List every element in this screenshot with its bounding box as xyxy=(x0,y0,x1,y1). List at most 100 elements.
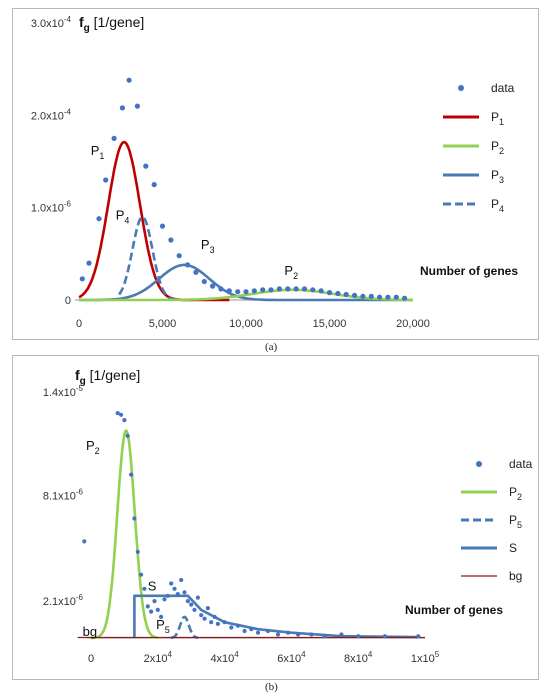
y-tick-label: 0 xyxy=(65,295,71,307)
annotation-p2: P2 xyxy=(284,263,298,281)
data-point xyxy=(301,286,308,292)
legend-label: data xyxy=(491,81,515,95)
data-point xyxy=(229,625,234,630)
data-point xyxy=(268,287,274,293)
data-point xyxy=(79,276,85,282)
x-tick-label: 4x104 xyxy=(210,650,239,665)
data-point xyxy=(185,262,191,268)
data-point xyxy=(296,632,301,637)
data-point xyxy=(260,287,266,293)
legend-item-p1: P1 xyxy=(443,110,504,127)
data-point xyxy=(139,572,144,577)
data-point xyxy=(192,607,197,612)
data-point xyxy=(175,592,180,597)
data-point xyxy=(179,577,184,583)
data-point xyxy=(119,105,125,111)
data-point xyxy=(402,295,408,301)
data-point xyxy=(242,628,247,634)
y-tick-label: 1.4x10-5 xyxy=(43,384,84,399)
annotation-s: S xyxy=(148,579,157,594)
legend-label: P5 xyxy=(509,513,522,530)
data-point xyxy=(96,216,102,222)
data-point xyxy=(111,135,117,141)
data-point xyxy=(209,620,214,625)
data-point xyxy=(255,630,261,635)
y-axis-label: fg [1/gene] xyxy=(79,14,144,34)
legend-item-data: data xyxy=(458,81,515,95)
data-point xyxy=(393,294,399,300)
data-point xyxy=(145,604,150,609)
data-point xyxy=(322,634,327,639)
data-point xyxy=(235,289,241,295)
data-point xyxy=(193,269,199,275)
x-axis-label: Number of genes xyxy=(405,603,503,617)
legend-label: data xyxy=(509,457,533,471)
annotation-p2: P2 xyxy=(86,438,100,456)
curve-p4 xyxy=(118,215,189,302)
data-point xyxy=(189,602,194,607)
data-point xyxy=(172,586,177,591)
data-point xyxy=(235,623,241,628)
curve-p3 xyxy=(79,263,413,302)
legend-item-p5: P5 xyxy=(461,513,522,530)
data-point xyxy=(339,632,344,637)
x-tick-label: 1x105 xyxy=(411,650,440,665)
legend-label: P2 xyxy=(491,139,504,156)
data-point xyxy=(142,586,147,591)
annotation-p5: P5 xyxy=(156,617,170,635)
data-point xyxy=(343,291,349,298)
data-point xyxy=(286,630,291,635)
data-point xyxy=(103,177,109,183)
y-tick-label: 2.0x10-4 xyxy=(31,107,72,122)
data-point xyxy=(352,292,358,298)
x-tick-label: 15,000 xyxy=(313,318,347,330)
data-point xyxy=(134,103,140,109)
data-point xyxy=(135,549,140,554)
data-point xyxy=(382,634,387,639)
data-point xyxy=(151,182,157,188)
x-axis-label: Number of genes xyxy=(420,264,518,278)
data-point xyxy=(360,293,366,299)
chart-panel-a: fg [1/gene] 0 1.0x10-6 2.0x10-4 3.0x10-4 0 5,0… xyxy=(12,8,539,340)
caption-a: (a) xyxy=(265,341,278,353)
data-point xyxy=(169,581,174,586)
legend-item-data: data xyxy=(476,457,533,471)
y-tick-label: 1.0x10-6 xyxy=(31,200,72,215)
y-tick-label: 3.0x10-4 xyxy=(31,15,72,30)
legend-item-p4: P4 xyxy=(443,197,504,214)
data-point xyxy=(249,627,254,632)
data-point xyxy=(309,632,314,637)
annotation-p3: P3 xyxy=(201,237,215,255)
legend-marker xyxy=(476,461,482,467)
data-point xyxy=(165,593,170,598)
y-tick-label: 8.1x10-6 xyxy=(43,488,84,503)
annotation-bg: bg xyxy=(83,624,97,639)
data-point xyxy=(310,287,316,293)
curve-s xyxy=(133,594,419,639)
data-point xyxy=(168,237,174,243)
y-tick-label: 2.1x10-6 xyxy=(43,593,84,608)
data-point xyxy=(202,616,207,621)
data-point xyxy=(122,418,127,423)
data-point xyxy=(215,621,220,626)
legend-item-p2: P2 xyxy=(461,485,522,502)
legend-item-p2: P2 xyxy=(443,139,504,156)
data-point xyxy=(152,599,157,604)
legend-label: P2 xyxy=(509,485,522,502)
legend-label: P4 xyxy=(491,197,504,214)
data-point xyxy=(159,614,164,619)
x-tick-label: 6x104 xyxy=(277,650,306,665)
annotation-p1: P1 xyxy=(91,143,105,161)
data-point xyxy=(210,283,216,289)
data-point xyxy=(149,609,154,614)
data-point xyxy=(275,632,281,637)
curve-p2 xyxy=(90,429,159,640)
x-tick-label: 0 xyxy=(88,653,94,665)
data-point xyxy=(326,290,333,296)
chart-a-svg: fg [1/gene] 0 1.0x10-6 2.0x10-4 3.0x10-4 0 5,0… xyxy=(31,14,518,330)
data-point xyxy=(285,286,291,292)
x-tick-label: 10,000 xyxy=(229,318,263,330)
data-point xyxy=(82,539,87,544)
data-point xyxy=(368,293,374,299)
x-tick-label: 5,000 xyxy=(149,318,177,330)
